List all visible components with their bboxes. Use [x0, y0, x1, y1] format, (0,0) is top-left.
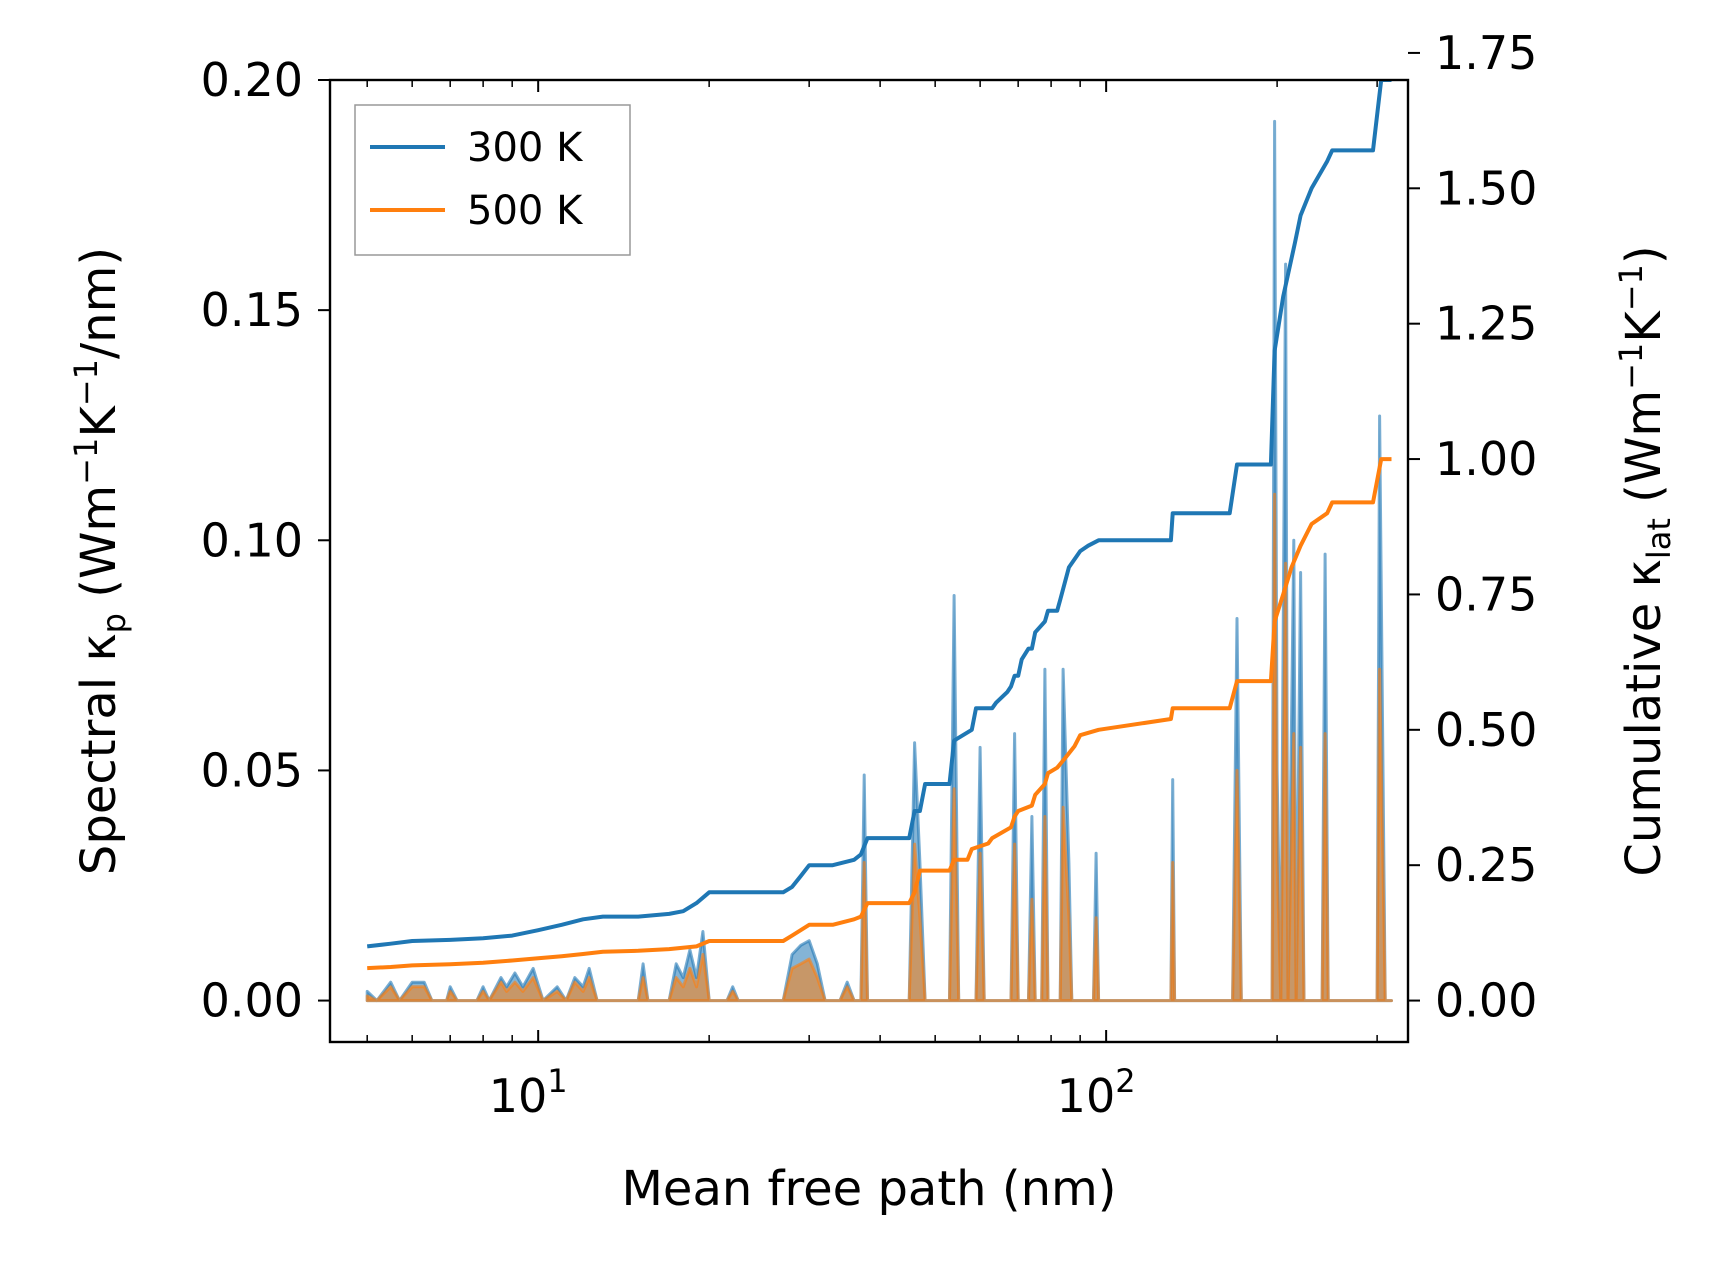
500-k-cumulative-line	[367, 457, 1392, 971]
legend-label-300k: 300 K	[467, 125, 584, 171]
300-k-cumulative-line	[366, 80, 1392, 949]
right-y-axis-label: Cumulative κlat (Wm−1K−1)	[1612, 245, 1678, 876]
right-y-tick-label: 1.75	[1435, 26, 1537, 80]
axis-ticks-group	[318, 51, 1420, 1042]
left-y-tick-label: 0.20	[201, 53, 303, 107]
plot-frame	[328, 78, 1410, 1044]
x-axis-label: Mean free path (nm)	[622, 1161, 1117, 1217]
right-y-tick-label: 1.25	[1435, 297, 1537, 351]
x-tick-label: 102	[1057, 1062, 1136, 1123]
right-y-tick-label: 1.00	[1435, 432, 1537, 486]
spectral-area-group	[365, 119, 1393, 1003]
cumulative-lines-group	[366, 80, 1392, 971]
tick-labels-group: 0.00 0.05 0.10 0.15 0.20 0.00 0.25 0.50 0.75 1.00…	[201, 26, 1538, 1123]
left-y-axis-label: Spectral κp (Wm−1K−1/nm)	[67, 247, 133, 875]
right-y-tick-label: 0.50	[1435, 703, 1537, 757]
right-y-tick-label: 0.00	[1435, 974, 1537, 1028]
x-tick-label: 101	[489, 1062, 568, 1123]
left-y-tick-label: 0.10	[201, 513, 303, 567]
legend: 300 K 500 K	[354, 104, 631, 256]
left-y-tick-label: 0.05	[201, 743, 303, 797]
left-y-tick-label: 0.00	[201, 974, 303, 1028]
left-y-tick-label: 0.15	[201, 283, 303, 337]
500-k-spectral-area	[365, 492, 1393, 1003]
legend-frame	[354, 104, 631, 256]
right-y-tick-label: 0.75	[1435, 567, 1537, 621]
legend-label-500k: 500 K	[467, 188, 584, 234]
right-y-tick-label: 1.50	[1435, 161, 1537, 215]
right-y-tick-label: 0.25	[1435, 838, 1537, 892]
